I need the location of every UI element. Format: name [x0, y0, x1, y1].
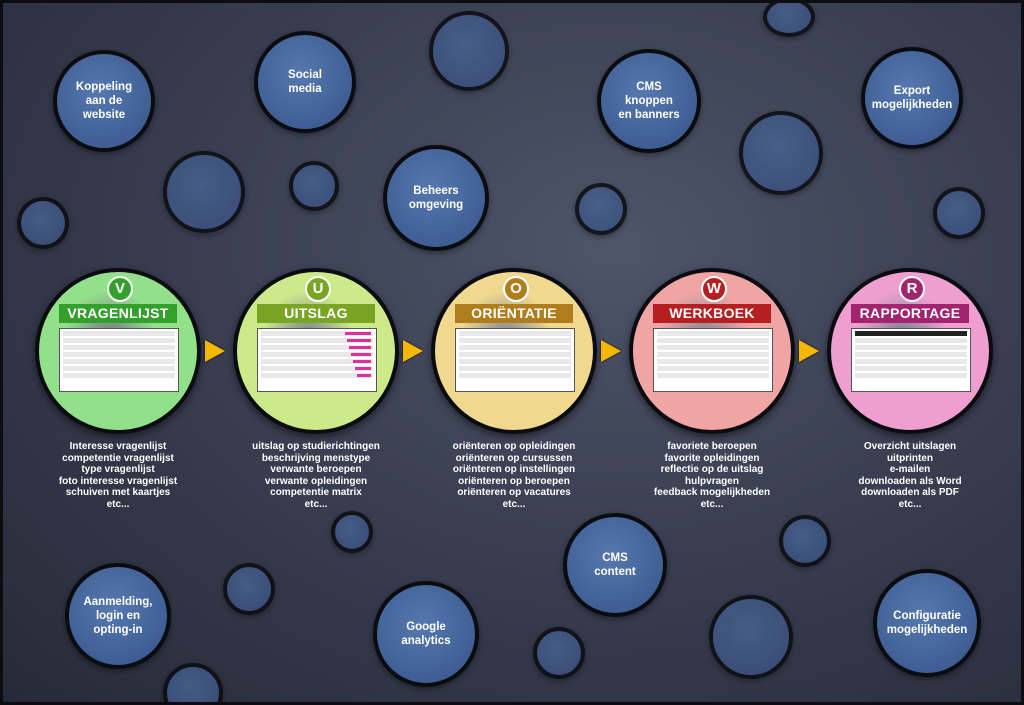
caption-line: foto interesse vragenlijst: [58, 475, 178, 487]
decor-bubble: [163, 663, 223, 702]
caption-line: downloaden als Word: [858, 475, 962, 487]
stage-title: RAPPORTAGE: [851, 304, 969, 323]
stage-letter: U: [305, 276, 331, 302]
stage-title: UITSLAG: [257, 304, 375, 323]
decor-bubble: [163, 151, 245, 233]
stage-title: ORIËNTATIE: [455, 304, 573, 323]
caption-line: Interesse vragenlijst: [69, 441, 167, 452]
decor-bubble: [575, 183, 627, 235]
canvas: Koppeling aan de website Social media CM…: [3, 3, 1021, 702]
stage-uitslag: U UITSLAG: [233, 268, 399, 434]
decor-bubble: [779, 515, 831, 567]
stage-werkboek: W WERKBOEK: [629, 268, 795, 434]
stage-rapportage: R RAPPORTAGE: [827, 268, 993, 434]
caption-line: oriënteren op opleidingen: [452, 441, 576, 452]
caption-line: hulpvragen: [685, 475, 739, 487]
circle-cms-knoppen: CMS knoppen en banners: [597, 49, 701, 153]
caption-line: uitslag op studierichtingen: [252, 441, 380, 452]
caption-line: uitprinten: [886, 452, 934, 464]
caption-line: e-mailen: [889, 464, 931, 475]
caption-line: type vragenlijst: [81, 464, 155, 475]
stage-letter: W: [701, 276, 727, 302]
caption-line: oriënteren op cursussen: [455, 452, 573, 464]
caption-line: etc...: [106, 498, 130, 510]
circle-koppeling: Koppeling aan de website: [53, 50, 155, 152]
decor-bubble: [331, 511, 373, 553]
caption-line: competentie vragenlijst: [62, 452, 174, 464]
stage-caption: Interesse vragenlijst competentie vragenl…: [33, 441, 203, 510]
flow-arrow-icon: [403, 340, 423, 362]
stage-screenshot-thumbnail: [257, 328, 377, 392]
caption-line: reflectie op de uitslag: [660, 464, 764, 475]
stage-screenshot-thumbnail: [851, 328, 971, 392]
stage-letter: O: [503, 276, 529, 302]
stage-oriëntatie: O ORIËNTATIE: [431, 268, 597, 434]
stage-letter: R: [899, 276, 925, 302]
circle-google: Google analytics: [373, 581, 479, 687]
circle-cms-content: CMS content: [563, 513, 667, 617]
flow-arrow-icon: [205, 340, 225, 362]
decor-bubble: [223, 563, 275, 615]
caption-line: etc...: [304, 498, 328, 510]
caption-line: oriënteren op beroepen: [458, 475, 570, 487]
circle-beheers: Beheers omgeving: [383, 145, 489, 251]
caption-line: competentie matrix: [270, 487, 362, 498]
caption-line: verwante opleidingen: [264, 475, 368, 487]
caption-line: etc...: [700, 498, 724, 510]
caption-line: Overzicht uitslagen: [863, 441, 957, 452]
caption-line: etc...: [502, 498, 526, 510]
caption-line: verwante beroepen: [270, 464, 362, 475]
flow-arrow-icon: [601, 340, 621, 362]
stage-vragenlijst: V VRAGENLIJST: [35, 268, 201, 434]
caption-line: favorite opleidingen: [664, 452, 760, 464]
circle-export: Export mogelijkheden: [861, 47, 963, 149]
stage-caption: oriënteren op opleidingen oriënteren op c…: [429, 441, 599, 510]
stage-caption: uitslag op studierichtingen beschrijving …: [231, 441, 401, 510]
circle-social-media: Social media: [254, 31, 356, 133]
decor-bubble: [709, 595, 793, 679]
decor-bubble: [763, 3, 815, 37]
stage-screenshot-thumbnail: [653, 328, 773, 392]
decor-bubble: [739, 111, 823, 195]
decor-bubble: [429, 11, 509, 91]
caption-line: feedback mogelijkheden: [653, 487, 771, 498]
circle-aanmelding: Aanmelding, login en opting-in: [65, 563, 171, 669]
stage-caption: Overzicht uitslagen uitprinten e-mailen dow…: [825, 441, 995, 510]
stage-caption: favoriete beroepen favorite opleidingen re…: [627, 441, 797, 510]
caption-line: etc...: [898, 498, 922, 510]
caption-line: oriënteren op vacatures: [457, 487, 571, 498]
stage-title: WERKBOEK: [653, 304, 771, 323]
stage-title: VRAGENLIJST: [59, 304, 177, 323]
caption-line: oriënteren op instellingen: [452, 464, 576, 475]
caption-line: schuiven met kaartjes: [65, 487, 171, 498]
caption-line: beschrijving menstype: [261, 452, 371, 464]
stage-screenshot-thumbnail: [59, 328, 179, 392]
caption-line: downloaden als PDF: [861, 487, 959, 498]
decor-bubble: [289, 161, 339, 211]
circle-configuratie: Configuratie mogelijkheden: [873, 569, 981, 677]
stage-letter: V: [107, 276, 133, 302]
flow-arrow-icon: [799, 340, 819, 362]
decor-bubble: [17, 197, 69, 249]
stage-screenshot-thumbnail: [455, 328, 575, 392]
caption-line: favoriete beroepen: [667, 441, 757, 452]
decor-bubble: [533, 627, 585, 679]
decor-bubble: [933, 187, 985, 239]
